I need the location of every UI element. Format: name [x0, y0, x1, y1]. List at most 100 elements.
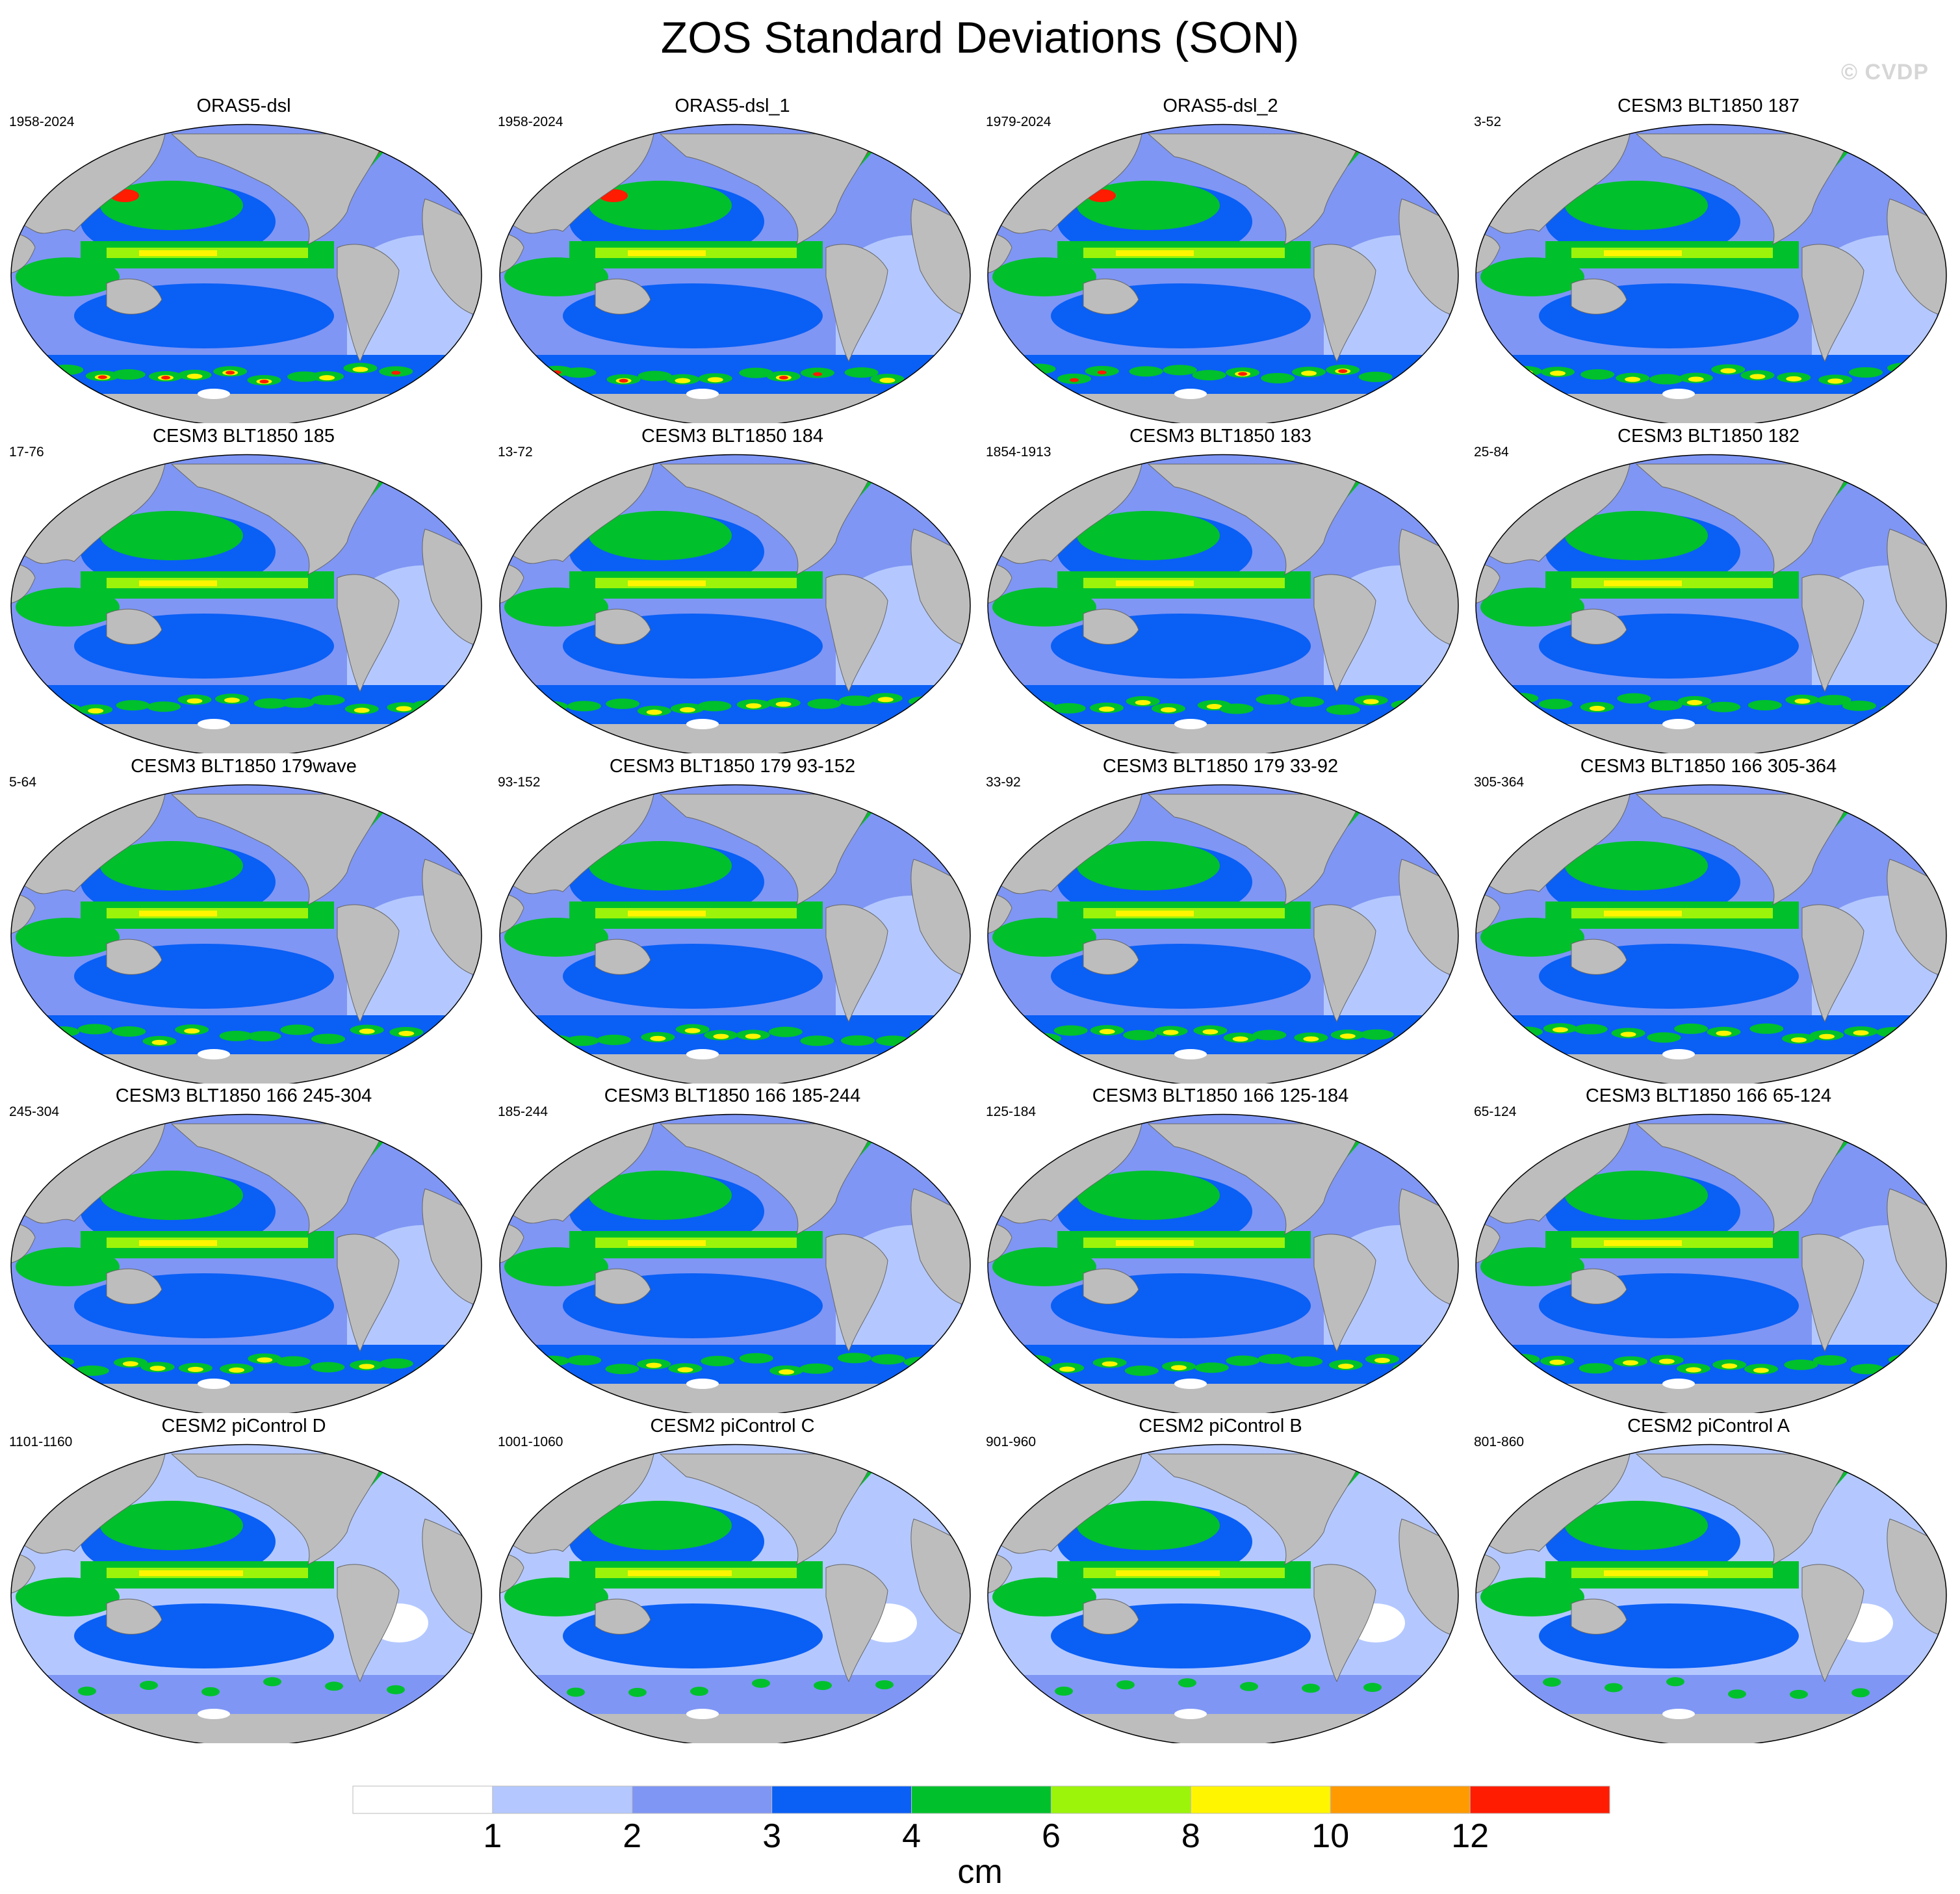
map-panel-years: 1958-2024 [9, 114, 75, 129]
map-panel: CESM3 BLT1850 179 33-92 33-92 [977, 755, 1464, 1087]
map-panel-svg [1475, 123, 1947, 427]
colorbar-box [632, 1785, 773, 1814]
map-panel-title: CESM3 BLT1850 166 125-184 [1092, 1085, 1349, 1106]
map-panel-svg [987, 784, 1459, 1087]
map-panel-svg [1475, 784, 1947, 1087]
map-panel: CESM2 piControl A 801-860 [1465, 1415, 1952, 1747]
map-panel-title: CESM3 BLT1850 179 33-92 [1102, 756, 1339, 777]
map-panel-years: 13-72 [498, 445, 533, 460]
map-panel-plot [498, 1098, 972, 1417]
colorbar-tick-label: 3 [762, 1817, 782, 1855]
map-panel-title: CESM3 BLT1850 179 93-152 [609, 756, 856, 777]
map-panel-svg [10, 1444, 482, 1747]
map-panel-title: CESM3 BLT1850 166 305-364 [1580, 756, 1837, 777]
map-panel-title: CESM2 piControl C [650, 1416, 815, 1436]
map-panel-years: 305-364 [1474, 775, 1525, 790]
map-panel-plot [1474, 438, 1948, 757]
map-panel-title: CESM3 BLT1850 179wave [131, 756, 357, 777]
map-panel-title: CESM3 BLT1850 185 [153, 426, 335, 447]
map-panel-plot [498, 438, 972, 757]
map-panel: CESM3 BLT1850 185 17-76 [0, 425, 487, 757]
map-panel-svg [499, 784, 971, 1087]
colorbar-tick-label: 6 [1041, 1817, 1061, 1855]
map-panel: ORAS5-dsl_2 1979-2024 [977, 95, 1464, 427]
map-panel-plot [9, 108, 484, 427]
map-panel-years: 17-76 [9, 445, 44, 460]
colorbar-box [1050, 1785, 1191, 1814]
map-panel-years: 1001-1060 [498, 1434, 563, 1449]
colorbar-box [911, 1785, 1051, 1814]
map-panel: ORAS5-dsl_1 1958-2024 [489, 95, 976, 427]
map-panel-svg [987, 1444, 1459, 1747]
map-panel-plot [1474, 1098, 1948, 1417]
map-panel-years: 3-52 [1474, 114, 1502, 129]
map-panel: CESM3 BLT1850 179 93-152 93-152 [489, 755, 976, 1087]
colorbar-box [492, 1785, 633, 1814]
map-panel-plot [986, 1428, 1460, 1747]
map-panel-plot [498, 1428, 972, 1747]
map-panel: CESM3 BLT1850 182 25-84 [1465, 425, 1952, 757]
map-panel-plot [9, 438, 484, 757]
map-panel-years: 65-124 [1474, 1104, 1517, 1119]
map-panel: CESM3 BLT1850 166 125-184 125-184 [977, 1085, 1464, 1417]
map-panel-years: 25-84 [1474, 445, 1509, 460]
map-panel-years: 1101-1160 [9, 1434, 73, 1449]
map-panel-title: CESM3 BLT1850 187 [1618, 96, 1799, 116]
map-panel-plot [986, 768, 1460, 1087]
map-panel-title: ORAS5-dsl_1 [675, 96, 790, 116]
colorbar-tick-label: 2 [623, 1817, 642, 1855]
map-panel-title: CESM3 BLT1850 166 65-124 [1585, 1085, 1832, 1106]
map-panel-years: 125-184 [986, 1104, 1037, 1119]
map-panel-title: CESM3 BLT1850 184 [641, 426, 823, 447]
colorbar-box [352, 1785, 493, 1814]
colorbar-box [1330, 1785, 1471, 1814]
colorbar-units-label: cm [957, 1853, 1003, 1891]
map-panel-plot [498, 108, 972, 427]
colorbar-tick-label: 8 [1181, 1817, 1200, 1855]
map-panel-years: 5-64 [9, 775, 37, 790]
colorbar-box [1190, 1785, 1331, 1814]
map-panel: CESM3 BLT1850 184 13-72 [489, 425, 976, 757]
map-panel-plot [986, 1098, 1460, 1417]
map-panel-years: 93-152 [498, 775, 541, 790]
map-panel-plot [1474, 1428, 1948, 1747]
map-panel-svg [1475, 454, 1947, 757]
colorbar-tick-label: 4 [902, 1817, 921, 1855]
map-panel: CESM3 BLT1850 166 245-304 245-304 [0, 1085, 487, 1417]
map-panel-years: 901-960 [986, 1434, 1037, 1449]
map-panel-svg [499, 1444, 971, 1747]
page-title: ZOS Standard Deviations (SON) [660, 13, 1300, 62]
map-panel-plot [986, 438, 1460, 757]
map-panel-plot [986, 108, 1460, 427]
map-panel-svg [10, 454, 482, 757]
map-panel-svg [499, 123, 971, 427]
map-panel-svg [10, 784, 482, 1087]
map-panel-svg [10, 123, 482, 427]
map-panel-svg [499, 1113, 971, 1417]
map-panel-svg [10, 1113, 482, 1417]
map-panel-years: 245-304 [9, 1104, 60, 1119]
map-panel: CESM2 piControl C 1001-1060 [489, 1415, 976, 1747]
map-panel: ORAS5-dsl 1958-2024 [0, 95, 487, 427]
map-panel-svg [1475, 1444, 1947, 1747]
colorbar [352, 1785, 1610, 1814]
colorbar-box [771, 1785, 912, 1814]
map-panel-years: 801-860 [1474, 1434, 1525, 1449]
map-panel-title: CESM3 BLT1850 166 185-244 [604, 1085, 861, 1106]
map-panel-plot [1474, 768, 1948, 1087]
map-panel-svg [499, 454, 971, 757]
map-panel-years: 33-92 [986, 775, 1021, 790]
map-panel-title: CESM2 piControl A [1627, 1416, 1790, 1436]
map-panel-title: CESM2 piControl B [1139, 1416, 1302, 1436]
map-panel-title: CESM2 piControl D [161, 1416, 326, 1436]
map-panel: CESM3 BLT1850 166 305-364 305-364 [1465, 755, 1952, 1087]
map-panel: CESM3 BLT1850 187 3-52 [1465, 95, 1952, 427]
map-panel: CESM3 BLT1850 183 1854-1913 [977, 425, 1464, 757]
map-panel-title: ORAS5-dsl [196, 96, 291, 116]
map-panel-svg [987, 123, 1459, 427]
map-panel-plot [498, 768, 972, 1087]
map-panel: CESM3 BLT1850 179wave 5-64 [0, 755, 487, 1087]
map-panel-plot [9, 768, 484, 1087]
map-panel: CESM3 BLT1850 166 65-124 65-124 [1465, 1085, 1952, 1417]
map-panel-title: CESM3 BLT1850 166 245-304 [115, 1085, 372, 1106]
